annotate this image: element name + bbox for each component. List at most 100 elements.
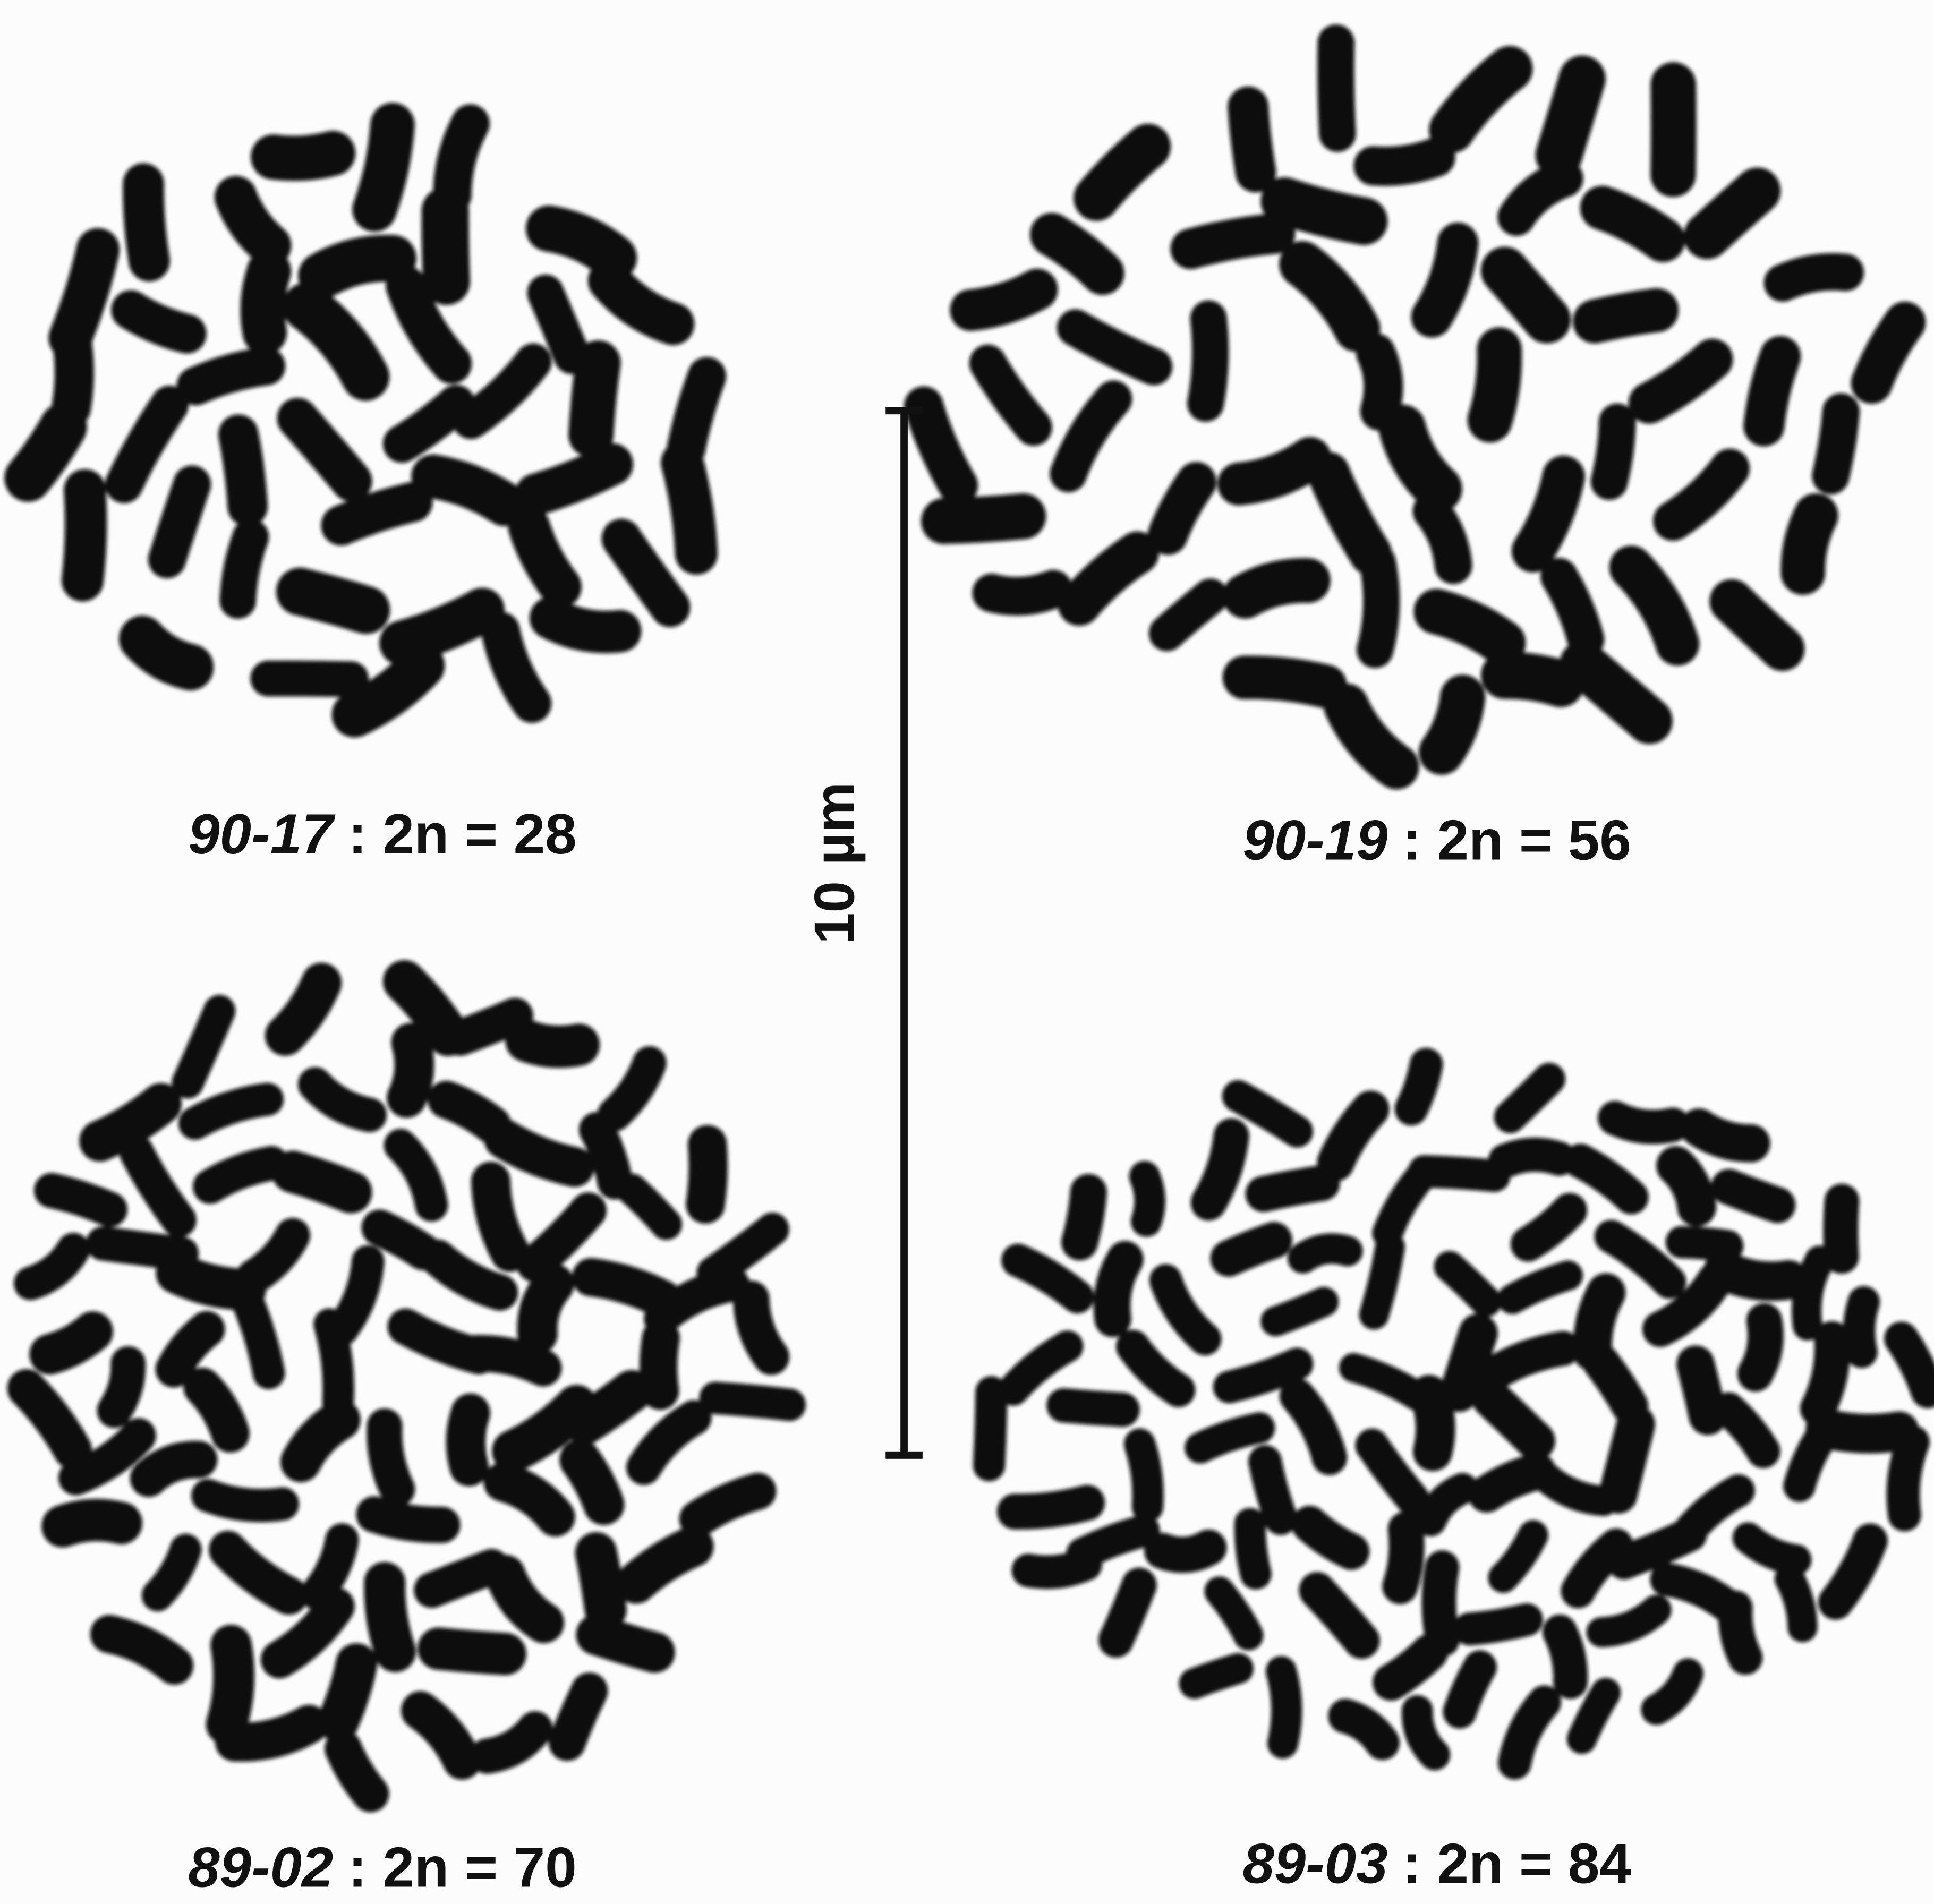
chromosome [381, 1426, 397, 1490]
chromosome [944, 516, 1023, 522]
chromosome [1162, 1548, 1209, 1556]
chromosome [227, 1645, 236, 1724]
panel-count: : 2n = 56 [1402, 808, 1631, 872]
chromosome [1826, 1429, 1899, 1435]
chromosome [1729, 1187, 1777, 1205]
chromosome [536, 464, 613, 496]
chromosome [300, 591, 366, 610]
chromosome [1145, 1176, 1151, 1222]
chromosome [1676, 1164, 1700, 1207]
chromosome [1082, 1529, 1144, 1553]
chromosome [1391, 1652, 1430, 1683]
chromosome [596, 1553, 606, 1610]
chromosome [342, 1749, 370, 1795]
chromosome [103, 1243, 182, 1254]
chromosome [1601, 1362, 1631, 1406]
chromosome [1166, 481, 1197, 535]
chromosome [597, 1635, 655, 1653]
chromosome [432, 1567, 492, 1590]
panel-count: : 2n = 28 [348, 802, 576, 866]
chromosome [320, 253, 393, 276]
chromosome [546, 293, 572, 355]
chromosome [1229, 1364, 1297, 1388]
chromosome [658, 1338, 661, 1391]
chromosome [130, 310, 187, 336]
chromosome [235, 1724, 310, 1747]
panel-id: 89-02 [188, 1835, 333, 1899]
chromosome [682, 463, 698, 553]
chromosome [268, 678, 351, 679]
chromosome [70, 250, 100, 338]
chromosome [381, 1583, 395, 1652]
chromosome [1275, 1302, 1324, 1322]
figure: 10 µm 90-17: 2n = 28 90-19: 2n = 56 89-02:… [0, 0, 1934, 1904]
chromosome [1281, 1671, 1288, 1743]
chromosome [261, 271, 269, 332]
chromosome [448, 123, 470, 195]
chromosome [1244, 576, 1308, 596]
chromosome [235, 536, 251, 600]
chromosome [1264, 1462, 1281, 1518]
chromosome [1376, 353, 1385, 411]
chromosome [992, 589, 1053, 598]
chromosome [549, 224, 616, 258]
chromosome [1374, 1247, 1391, 1315]
panel-count: : 2n = 70 [348, 1835, 576, 1899]
chromosome [1439, 1567, 1443, 1640]
chromosome [1436, 608, 1504, 643]
panel-caption: 89-02: 2n = 70 [188, 1835, 576, 1899]
chromosome [1442, 697, 1467, 754]
chromosome [49, 1331, 94, 1357]
chromosome [1245, 675, 1326, 686]
chromosome [1239, 458, 1311, 489]
chromosome [1373, 157, 1436, 169]
chromosome [487, 1181, 510, 1253]
chromosome [1790, 1578, 1805, 1627]
panel-caption: 90-19: 2n = 56 [1242, 808, 1631, 872]
chromosome [447, 1098, 493, 1125]
chromosome [1206, 319, 1212, 403]
chromosome [293, 1171, 351, 1192]
chromosome [338, 1664, 358, 1721]
chromosome [202, 1385, 233, 1433]
chromosome [374, 1514, 442, 1527]
chromosome [1247, 107, 1256, 172]
chromosome [591, 1274, 664, 1300]
scale-bar-label: 10 µm [802, 782, 866, 944]
chromosome [1900, 1441, 1913, 1515]
chromosome [1858, 1302, 1864, 1352]
chromosome [1696, 1364, 1708, 1416]
chromosome [585, 1391, 632, 1424]
chromosome [1015, 1502, 1087, 1514]
chromosome [1490, 349, 1502, 420]
chromosome [1199, 1426, 1259, 1448]
chromosome [1400, 1530, 1409, 1587]
chromosome [1248, 1524, 1256, 1574]
chromosome [1802, 1259, 1820, 1326]
chromosome [140, 639, 191, 671]
chromosome [207, 1496, 282, 1509]
chromosome [1560, 1631, 1574, 1681]
chromosome [1309, 1524, 1351, 1553]
chromosome [167, 484, 192, 559]
chromosome [1504, 673, 1561, 684]
chromosome [82, 490, 87, 580]
chromosome [1782, 268, 1845, 283]
chromosome [439, 1649, 505, 1654]
chromosome [1762, 356, 1780, 426]
chromosome [1302, 1245, 1348, 1258]
chromosome [1505, 1154, 1559, 1161]
chromosome [1190, 232, 1275, 249]
chromosome [472, 1349, 544, 1368]
panel-caption: 90-17: 2n = 28 [188, 802, 576, 866]
chromosome [1470, 1620, 1527, 1630]
chromosome [526, 1041, 578, 1048]
chromosome [1140, 1444, 1151, 1506]
chromosome [685, 376, 707, 449]
chromosome [380, 1227, 424, 1252]
chromosome [1602, 206, 1664, 240]
panel-id: 90-17 [188, 802, 336, 866]
chromosome [1589, 1292, 1606, 1352]
chromosome [566, 1690, 589, 1742]
chromosome [209, 1160, 271, 1186]
